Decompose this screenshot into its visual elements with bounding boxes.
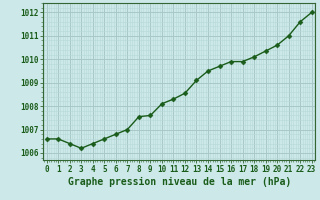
X-axis label: Graphe pression niveau de la mer (hPa): Graphe pression niveau de la mer (hPa): [68, 177, 291, 187]
